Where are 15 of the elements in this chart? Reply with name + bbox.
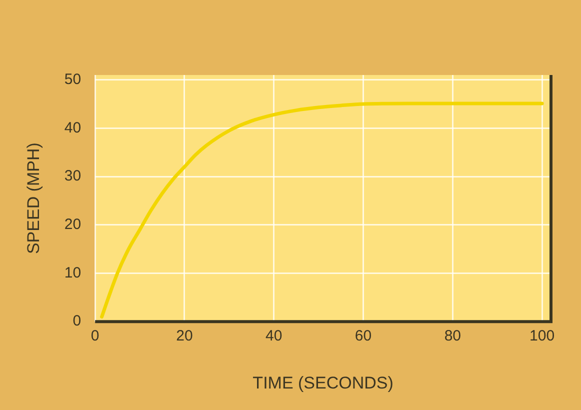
x-tick-label: 0 — [90, 328, 100, 345]
y-tick-label: 10 — [64, 264, 82, 282]
x-axis-title: TIME (SECONDS) — [252, 373, 394, 392]
line-series — [100, 102, 544, 319]
x-tick-label: 80 — [444, 328, 462, 345]
x-tick-label: 60 — [354, 328, 372, 345]
y-tick-label: 50 — [64, 70, 82, 88]
y-axis-title: SPEED (MPH) — [24, 142, 43, 254]
x-tick-label: 20 — [176, 328, 193, 345]
y-tick-label: 30 — [64, 168, 82, 185]
x-tick-label: 100 — [530, 328, 555, 345]
y-tick-label: 20 — [64, 216, 82, 234]
x-tick-label: 40 — [266, 328, 282, 345]
y-tick-label: 0 — [72, 312, 82, 330]
y-tick-label: 40 — [64, 119, 82, 136]
